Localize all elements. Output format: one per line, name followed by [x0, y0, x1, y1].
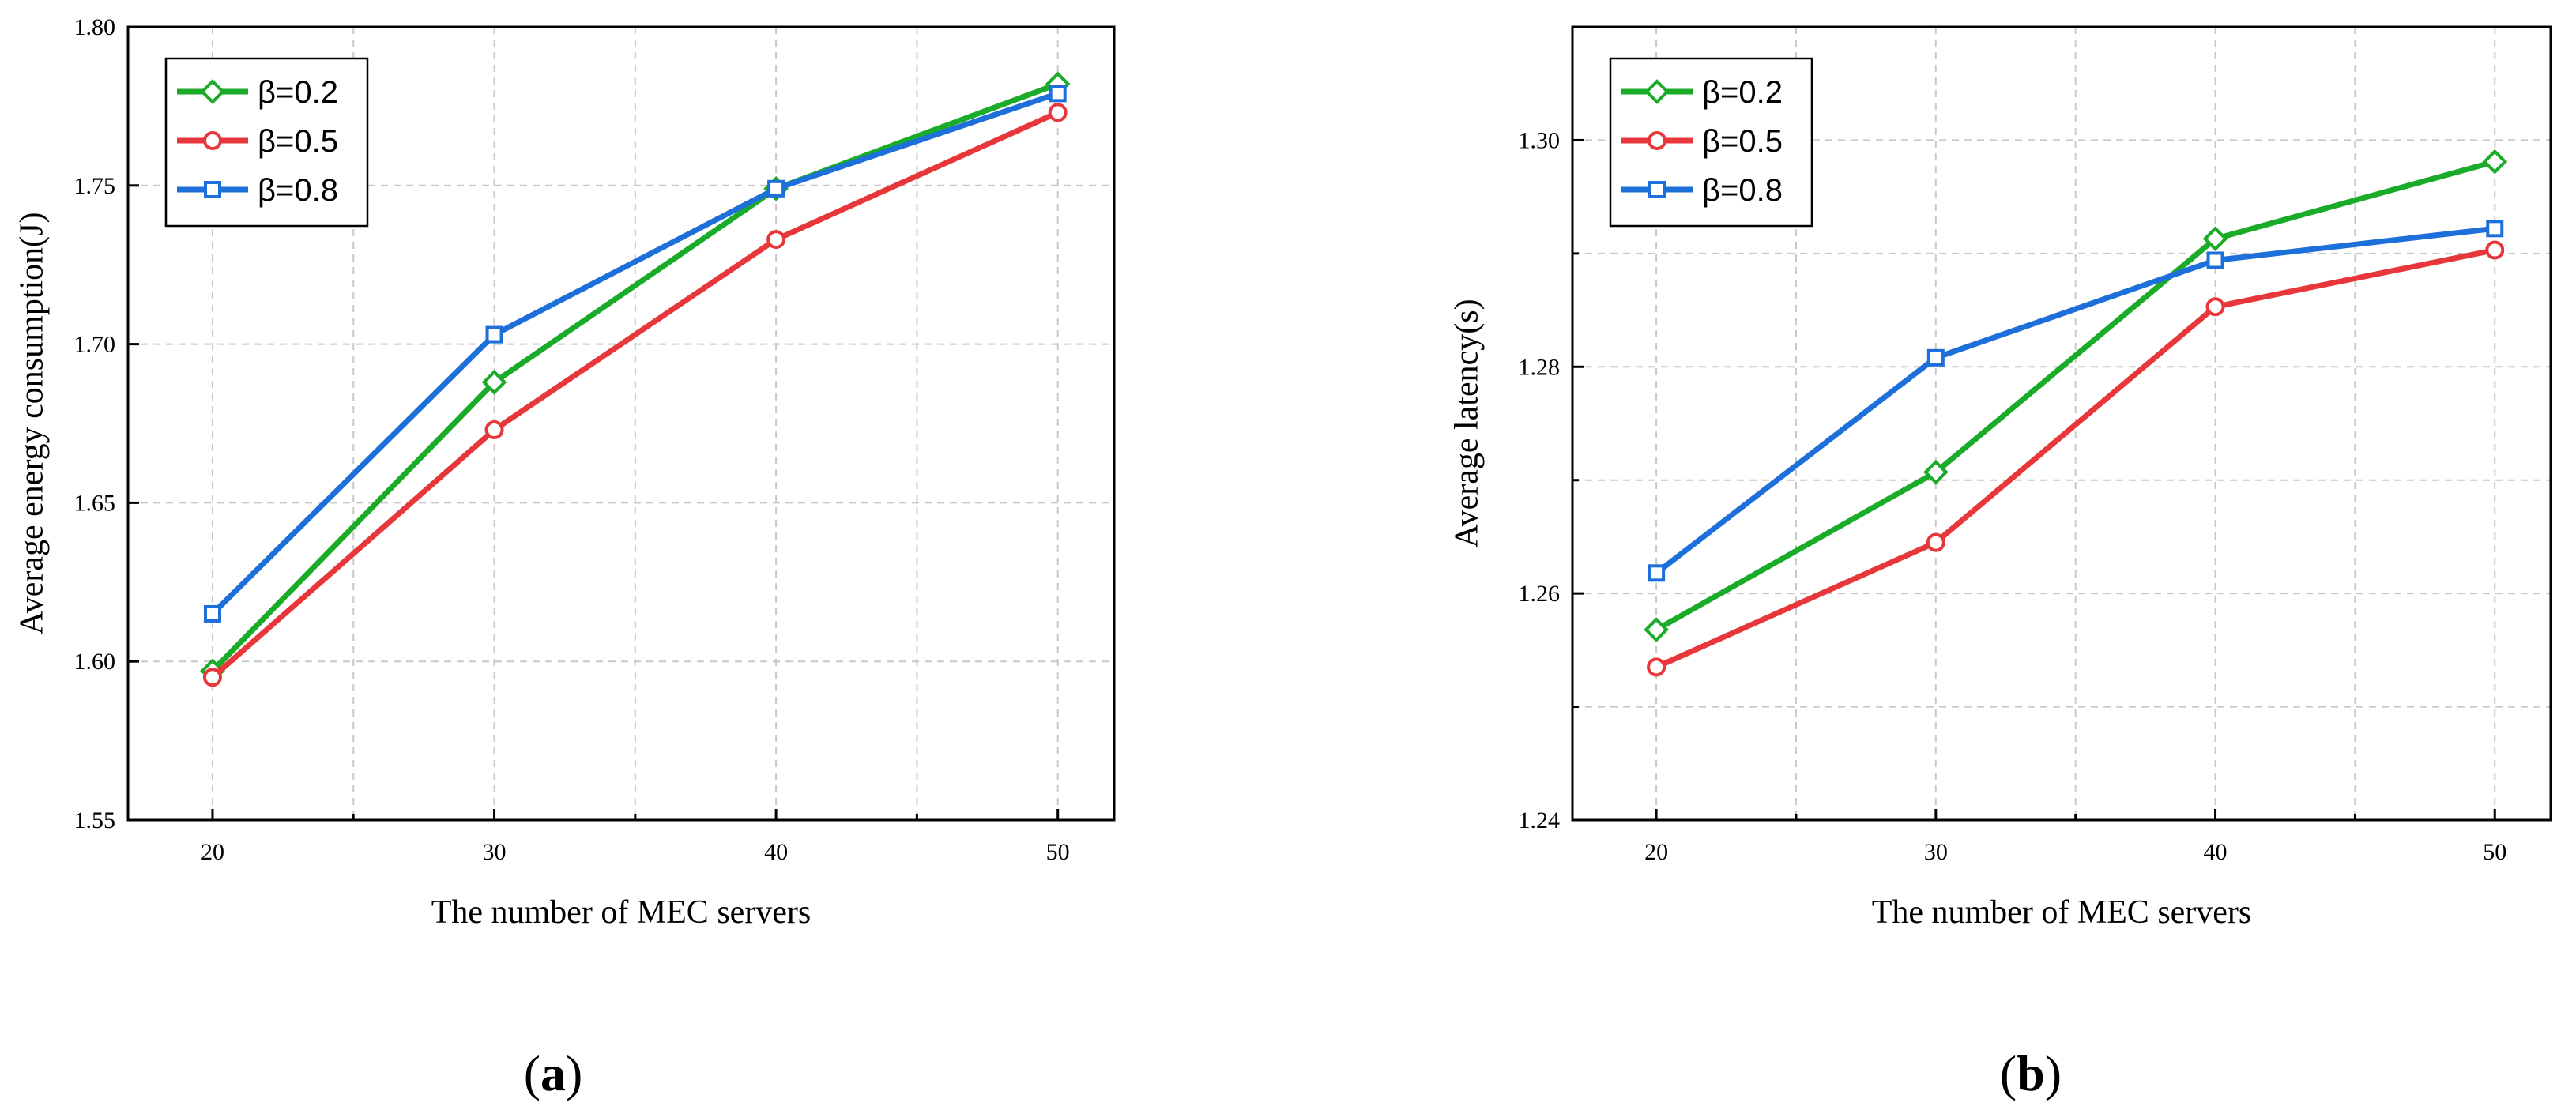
subcaption-paren: )	[2045, 1045, 2062, 1101]
data-point	[2485, 240, 2505, 260]
x-tick-label: 40	[2204, 839, 2228, 865]
data-point	[2205, 297, 2225, 317]
y-tick-label: 1.30	[1519, 127, 1561, 153]
data-point	[1049, 85, 1067, 103]
legend-marker	[1648, 181, 1666, 198]
x-tick-label: 40	[764, 839, 788, 865]
subcaption-letter: a	[540, 1045, 566, 1101]
subcaption-paren: )	[566, 1045, 582, 1101]
data-point	[481, 369, 507, 395]
data-point	[1923, 459, 1949, 485]
series-line-0	[210, 81, 1059, 673]
legend-label: β=0.2	[1702, 75, 1783, 110]
data-point	[1648, 564, 1666, 582]
x-tick-label: 30	[483, 839, 507, 865]
series-line-2	[1654, 225, 2495, 576]
y-tick-label: 1.75	[74, 173, 116, 199]
legend-label: β=0.8	[1702, 173, 1783, 208]
y-tick-label: 1.55	[74, 807, 116, 833]
subcaption-paren: (	[524, 1045, 540, 1101]
data-point	[202, 668, 222, 687]
series-line-1	[210, 110, 1060, 679]
legend-marker	[204, 181, 221, 198]
legend-marker	[1648, 131, 1666, 150]
x-tick-label: 20	[1644, 839, 1668, 865]
data-point	[2202, 226, 2228, 252]
chart-energy-consumption: 20 30 40 50 1.55 1.60 1.65 1.70 1.75 1.80 The numb…	[14, 14, 1116, 1101]
data-point	[485, 325, 503, 344]
plot-frame	[126, 25, 1116, 822]
legend-marker	[203, 131, 222, 150]
series-line-1	[1655, 247, 2495, 670]
data-point	[1644, 617, 1669, 642]
subcaption: (b)	[2000, 1045, 2062, 1101]
y-tick-label: 1.24	[1519, 807, 1561, 833]
x-tick-label: 50	[1046, 839, 1070, 865]
subcaption: (a)	[524, 1045, 583, 1101]
data-point	[2206, 251, 2224, 269]
x-tick-label: 50	[2483, 839, 2506, 865]
y-tick-label: 1.70	[74, 332, 116, 358]
legend-label: β=0.2	[258, 75, 338, 110]
subcaption-paren: (	[2000, 1045, 2017, 1101]
data-point	[484, 420, 504, 440]
x-axis-title: The number of MEC servers	[1872, 894, 2252, 931]
legend-marker	[1644, 79, 1670, 104]
y-tick-label: 1.65	[74, 490, 116, 516]
legend-label: β=0.5	[258, 124, 338, 159]
legend-label: β=0.5	[1702, 124, 1783, 159]
data-point	[766, 230, 786, 250]
data-point	[203, 604, 221, 623]
y-axis-title: Average energy consumption(J)	[14, 213, 51, 635]
series-line-0	[1655, 159, 2496, 633]
legend-label: β=0.8	[258, 173, 338, 208]
y-tick-label: 1.28	[1519, 354, 1561, 380]
x-tick-label: 20	[201, 839, 224, 865]
data-point	[2486, 220, 2504, 238]
data-point	[1048, 103, 1068, 122]
y-tick-label: 1.80	[74, 14, 116, 40]
series-line-2	[210, 91, 1059, 616]
y-axis-title: Average latency(s)	[1449, 299, 1486, 547]
x-axis-title: The number of MEC servers	[431, 894, 812, 931]
y-tick-label: 1.26	[1519, 581, 1561, 607]
data-point	[1926, 348, 1945, 367]
legend-marker	[200, 79, 225, 104]
data-point	[1647, 657, 1666, 677]
data-point	[767, 179, 785, 198]
x-tick-label: 30	[1924, 839, 1948, 865]
subcaption-letter: b	[2017, 1045, 2045, 1101]
data-point	[2482, 149, 2508, 175]
data-point	[1926, 532, 1945, 552]
chart-latency: 20 30 40 50 1.24 1.26 1.28 1.30 The number of ME…	[1449, 25, 2552, 1101]
plot-frame	[1571, 25, 2552, 822]
y-tick-label: 1.60	[74, 649, 116, 675]
